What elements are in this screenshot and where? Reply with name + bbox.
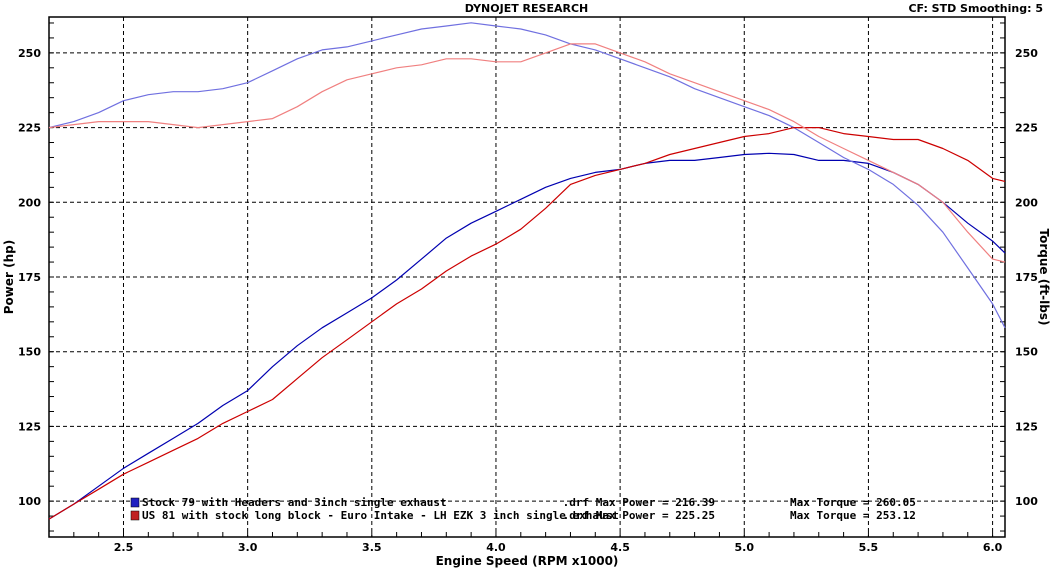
legend-swatch (130, 510, 140, 521)
torque-curve (48, 43, 1006, 263)
y-tick-label-right: 150 (1015, 346, 1038, 359)
power-curve (48, 126, 1006, 520)
x-tick-label: 5.0 (735, 541, 755, 554)
y-tick-label-left: 200 (18, 196, 41, 209)
torque-curve (48, 22, 1006, 329)
y-axis-label-left: Power (hp) (2, 240, 16, 314)
power-curve (48, 152, 1006, 520)
legend-max-power: .drf Max Power = 225.25 (563, 509, 715, 522)
y-tick-label-left: 250 (18, 47, 41, 60)
legend-max-torque: Max Torque = 253.12 (790, 509, 916, 522)
y-tick-label-left: 125 (18, 420, 41, 433)
legend-swatch (130, 497, 140, 508)
correction-factor-label: CF: STD Smoothing: 5 (908, 2, 1043, 15)
y-tick-label-right: 125 (1015, 420, 1038, 433)
x-tick-label: 4.5 (610, 541, 630, 554)
x-tick-label: 4.0 (486, 541, 506, 554)
x-tick-label: 3.5 (362, 541, 382, 554)
x-tick-label: 2.5 (114, 541, 134, 554)
y-tick-label-left: 225 (18, 122, 41, 135)
y-tick-label-left: 175 (18, 271, 41, 284)
legend-max-power: .drf Max Power = 216.39 (563, 496, 715, 509)
legend-max-torque: Max Torque = 260.05 (790, 496, 916, 509)
x-tick-label: 6.0 (983, 541, 1003, 554)
legend-run-name: Stock 79 with Headers and 3inch single e… (142, 496, 447, 509)
y-axis-label-right: Torque (ft-lbs) (1037, 229, 1051, 326)
chart-title: DYNOJET RESEARCH (464, 2, 589, 15)
x-axis-label: Engine Speed (RPM x1000) (436, 554, 619, 568)
x-tick-label: 5.5 (859, 541, 879, 554)
y-tick-label-left: 150 (18, 346, 41, 359)
legend-run-name: US 81 with stock long block - Euro Intak… (142, 509, 619, 522)
axis-ticks: 2.5 3.0 3.5 4.0 4.5 5.0 5.5 6.0 100 100 125 125 150 1… (18, 22, 1038, 554)
legend: Stock 79 with Headers and 3inch single e… (130, 496, 916, 522)
y-tick-label-right: 250 (1015, 47, 1038, 60)
y-tick-label-right: 175 (1015, 271, 1038, 284)
y-tick-label-right: 225 (1015, 122, 1038, 135)
series-layer (48, 22, 1006, 520)
x-tick-label: 3.0 (238, 541, 258, 554)
y-tick-label-right: 200 (1015, 196, 1038, 209)
grid (49, 17, 1005, 537)
y-tick-label-left: 100 (18, 495, 41, 508)
y-tick-label-right: 100 (1015, 495, 1038, 508)
